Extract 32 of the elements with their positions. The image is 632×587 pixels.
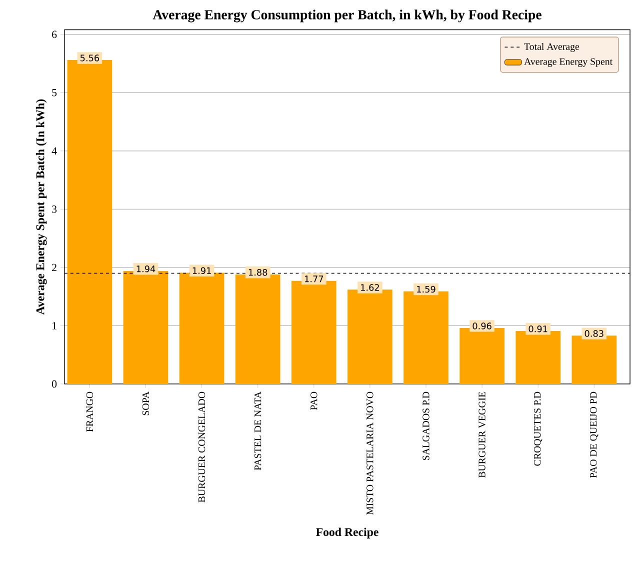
legend-label: Average Energy Spent	[524, 58, 613, 67]
x-tick-label: BURGUER CONGELADO	[198, 392, 206, 502]
data-label: 1.77	[304, 275, 324, 282]
y-tick-label: 2	[52, 264, 56, 271]
y-tick-label: 5	[52, 88, 57, 96]
legend-label: Total Average	[524, 42, 580, 52]
data-label: 0.83	[584, 330, 604, 337]
data-label: 1.62	[361, 284, 379, 291]
data-label: 1.59	[417, 286, 436, 292]
y-tick-label: 3	[52, 205, 57, 213]
chart-title: Average Energy Consumption per Batch, in kWh, by Food Recipe	[152, 9, 542, 22]
data-label: 5.56	[80, 54, 100, 62]
x-axis-title: Food Recipe	[316, 528, 378, 538]
y-tick-label: 6	[52, 30, 57, 38]
x-tick-label: SALGADOS P.D	[422, 392, 430, 460]
data-label: 0.96	[472, 322, 492, 330]
x-tick-label: PASTEL DE NATA	[254, 391, 262, 470]
x-tick-label: BURGUER VEGGIE	[478, 392, 486, 478]
data-label: 1.94	[136, 265, 156, 272]
x-tick-label: SOPA	[142, 391, 150, 415]
y-tick-label: 0	[52, 380, 57, 388]
x-tick-label: FRANGO	[86, 392, 94, 432]
data-label: 1.88	[248, 268, 268, 276]
x-tick-label: PAO DE QUEIJO PD	[590, 392, 598, 478]
y-tick-label: 4	[52, 147, 57, 154]
data-label: 0.91	[528, 325, 548, 332]
y-axis-title: Average Energy Spent per Batch (In kWh)	[36, 99, 47, 315]
x-tick-label: CROQUETES P.D	[534, 392, 542, 466]
y-tick-label: 1	[52, 322, 56, 330]
x-tick-label: MISTO PASTELARIA NOVO	[366, 392, 374, 515]
data-label: 1.91	[192, 267, 211, 274]
x-tick-label: PAO	[310, 392, 318, 410]
